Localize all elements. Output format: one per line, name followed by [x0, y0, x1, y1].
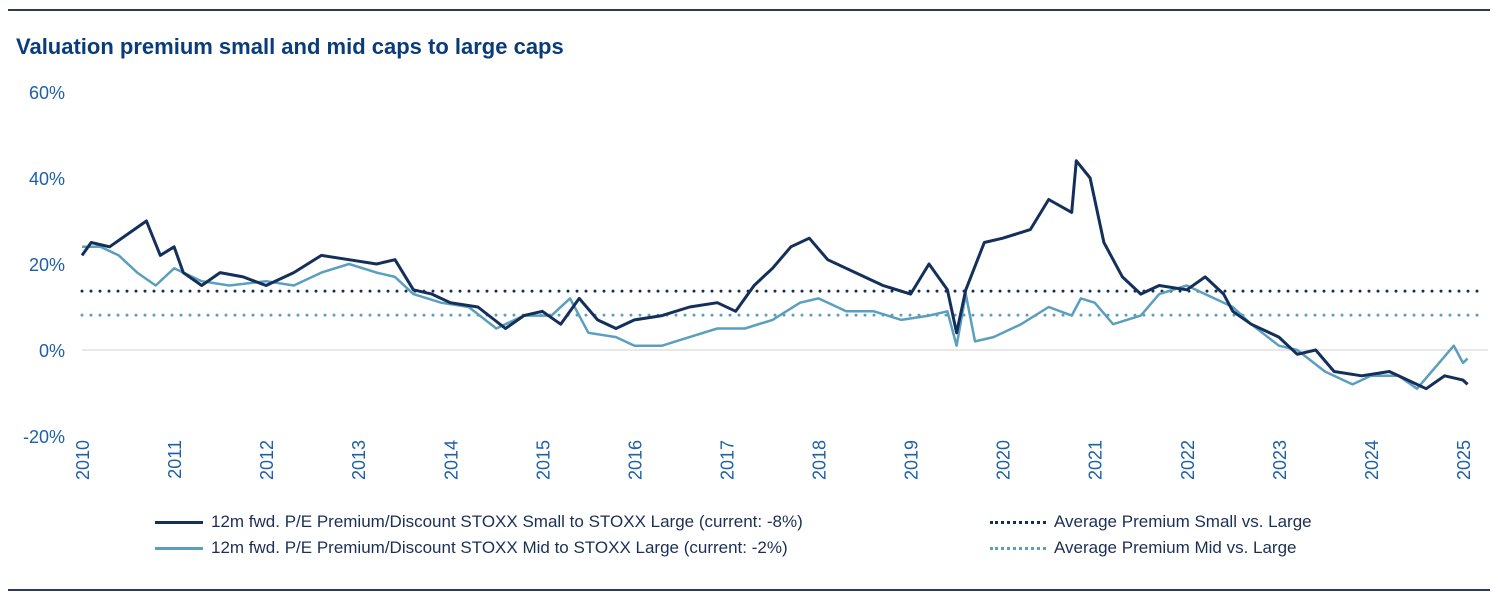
y-tick-label: 0% — [39, 341, 65, 361]
x-tick-label: 2022 — [1178, 440, 1198, 480]
x-tick-label: 2019 — [902, 440, 922, 480]
y-tick-label: 60% — [29, 83, 65, 103]
legend-item-avg-small: Average Premium Small vs. Large — [990, 512, 1312, 532]
top-rule — [8, 9, 1490, 11]
x-tick-label: 2016 — [625, 440, 645, 480]
legend-item-avg-mid: Average Premium Mid vs. Large — [990, 538, 1297, 558]
x-tick-label: 2010 — [73, 440, 93, 480]
x-tick-label: 2024 — [1362, 440, 1382, 480]
series-line-small — [80, 159, 1469, 391]
x-tick-label: 2021 — [1086, 440, 1106, 480]
x-tick-label: 2020 — [994, 440, 1014, 480]
legend-swatch-small — [155, 520, 203, 524]
legend-label-avg-small: Average Premium Small vs. Large — [1054, 512, 1312, 531]
x-tick-label: 2014 — [441, 440, 461, 480]
chart-title: Valuation premium small and mid caps to … — [16, 34, 564, 59]
legend-label-mid: 12m fwd. P/E Premium/Discount STOXX Mid … — [211, 538, 788, 557]
x-tick-label: 2015 — [533, 440, 553, 480]
x-tick-label: 2023 — [1270, 440, 1290, 480]
legend-swatch-avg-small — [990, 520, 1046, 524]
x-tick-label: 2011 — [165, 440, 185, 479]
y-tick-label: 20% — [29, 255, 65, 275]
x-tick-label: 2018 — [810, 440, 830, 480]
x-tick-label: 2025 — [1454, 440, 1474, 480]
legend-label-avg-mid: Average Premium Mid vs. Large — [1054, 538, 1297, 557]
legend-swatch-avg-mid — [990, 546, 1046, 550]
bottom-rule — [8, 589, 1490, 591]
legend-swatch-mid — [155, 546, 203, 550]
legend-label-small: 12m fwd. P/E Premium/Discount STOXX Smal… — [211, 512, 803, 531]
x-tick-label: 2017 — [717, 440, 737, 480]
legend-item-small: 12m fwd. P/E Premium/Discount STOXX Smal… — [155, 512, 803, 532]
y-tick-label: 40% — [29, 169, 65, 189]
x-tick-label: 2012 — [257, 440, 277, 480]
x-tick-label: 2013 — [349, 440, 369, 480]
legend-item-mid: 12m fwd. P/E Premium/Discount STOXX Mid … — [155, 538, 788, 558]
y-tick-label: -20% — [23, 427, 65, 447]
series-line-mid — [82, 245, 1469, 390]
